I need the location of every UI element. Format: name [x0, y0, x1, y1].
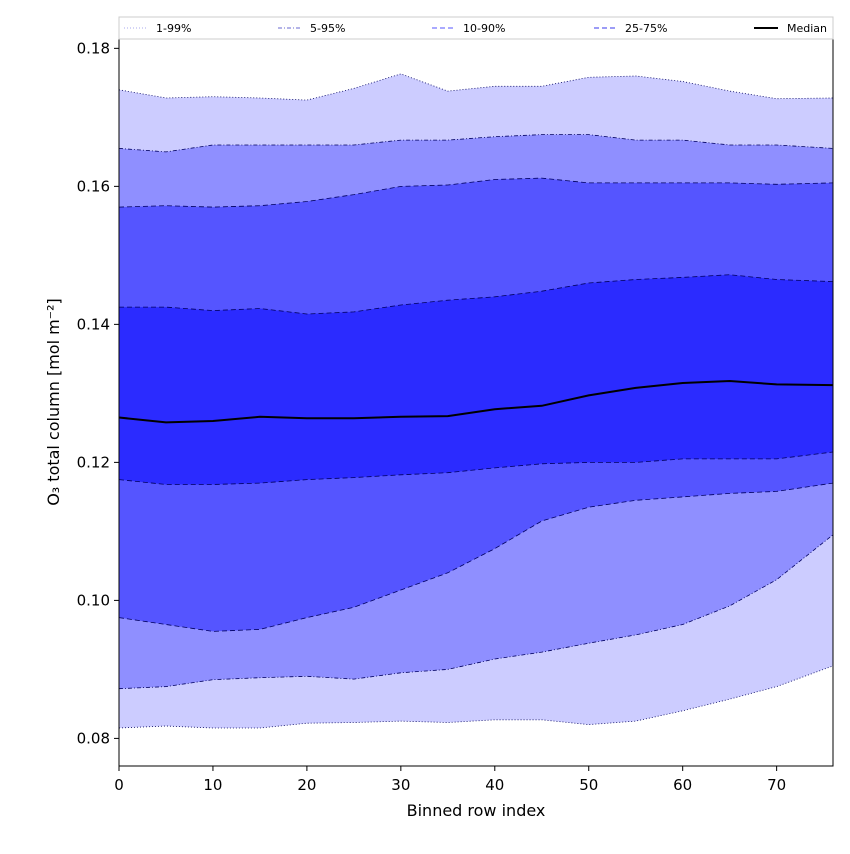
- band-upper-edge-2: [118, 177, 834, 208]
- band-3: [119, 274, 833, 485]
- median-layer: [118, 379, 834, 424]
- legend-label: 10-90%: [463, 22, 505, 35]
- legend-label: 1-99%: [156, 22, 191, 35]
- y-tick-label: 0.08: [77, 729, 110, 747]
- x-tick-label: 20: [297, 776, 316, 794]
- x-tick-label: 40: [485, 776, 504, 794]
- band-upper-edge-1: [118, 134, 834, 153]
- band-lower-edge-0: [118, 665, 834, 729]
- x-tick-label: 0: [114, 776, 124, 794]
- legend: 1-99% 5-95% 10-90% 25-75% Median: [118, 16, 834, 40]
- y-tick-label: 0.12: [77, 453, 110, 471]
- y-axis-label: O₃ total column [mol m⁻²]: [44, 298, 63, 506]
- legend-label: 25-75%: [625, 22, 667, 35]
- x-tick-label: 70: [767, 776, 786, 794]
- median-line: [118, 379, 834, 424]
- legend-label: 5-95%: [310, 22, 345, 35]
- band-lower-edge-2: [118, 482, 834, 632]
- y-tick-label: 0.18: [77, 39, 110, 57]
- y-tick-label: 0.16: [77, 177, 110, 195]
- band-lower-edge-1: [118, 534, 834, 690]
- x-axis: 0 10 20 30 40 50 60 70: [114, 766, 786, 794]
- y-axis: 0.08 0.10 0.12 0.14 0.16 0.18: [77, 39, 119, 747]
- x-tick-label: 50: [579, 776, 598, 794]
- y-tick-label: 0.14: [77, 315, 110, 333]
- x-tick-label: 60: [673, 776, 692, 794]
- legend-box: [118, 16, 834, 40]
- band-upper-edge-3: [119, 274, 834, 315]
- y-tick-label: 0.10: [77, 591, 110, 609]
- x-tick-label: 30: [391, 776, 410, 794]
- x-axis-label: Binned row index: [407, 801, 546, 820]
- x-tick-label: 10: [203, 776, 222, 794]
- legend-label: Median: [787, 22, 827, 35]
- band-lower-edge-3: [118, 451, 834, 485]
- bands-layer: [118, 73, 834, 729]
